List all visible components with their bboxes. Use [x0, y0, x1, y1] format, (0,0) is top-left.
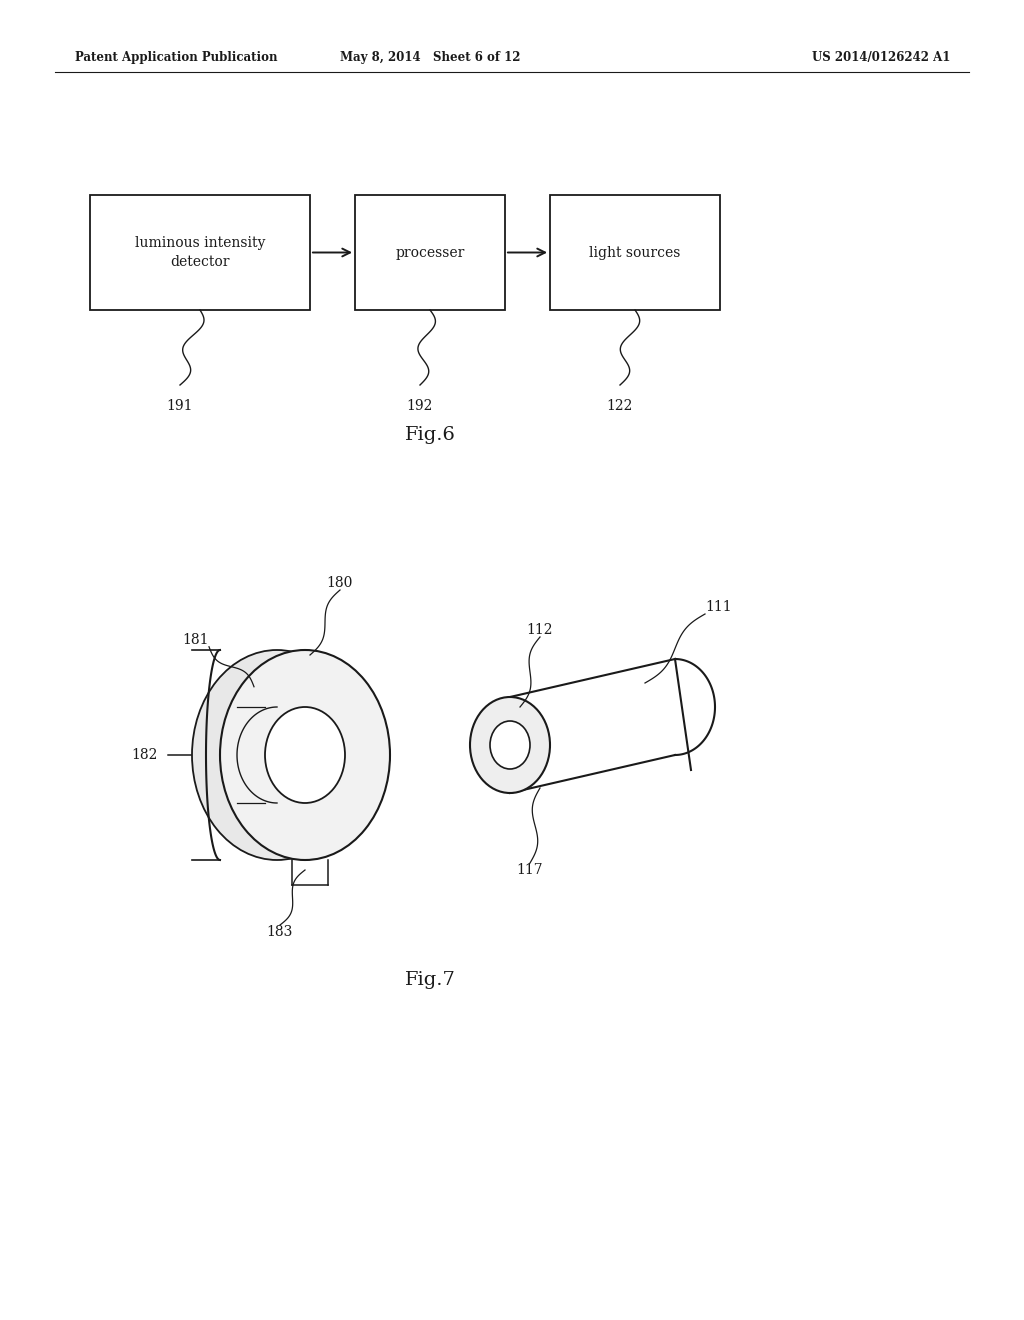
- Text: Fig.6: Fig.6: [404, 426, 456, 444]
- Text: 191: 191: [167, 399, 194, 413]
- Ellipse shape: [220, 649, 390, 861]
- Ellipse shape: [193, 649, 362, 861]
- Text: 122: 122: [607, 399, 633, 413]
- Text: light sources: light sources: [590, 246, 681, 260]
- Text: 182: 182: [132, 748, 158, 762]
- Text: 183: 183: [267, 925, 293, 939]
- Text: 180: 180: [327, 576, 353, 590]
- Text: Patent Application Publication: Patent Application Publication: [75, 51, 278, 65]
- Ellipse shape: [490, 721, 530, 770]
- Text: 112: 112: [526, 623, 553, 638]
- Text: 117: 117: [517, 863, 544, 876]
- Text: US 2014/0126242 A1: US 2014/0126242 A1: [812, 51, 950, 65]
- Bar: [550, 195, 720, 310]
- Text: May 8, 2014   Sheet 6 of 12: May 8, 2014 Sheet 6 of 12: [340, 51, 520, 65]
- Text: processer: processer: [395, 246, 465, 260]
- Bar: [355, 195, 505, 310]
- Bar: [90, 195, 310, 310]
- Text: 192: 192: [407, 399, 433, 413]
- Text: luminous intensity
detector: luminous intensity detector: [135, 236, 265, 269]
- Text: Fig.7: Fig.7: [404, 972, 456, 989]
- Ellipse shape: [265, 708, 345, 803]
- Text: 111: 111: [705, 601, 731, 614]
- Ellipse shape: [470, 697, 550, 793]
- Text: 181: 181: [182, 632, 209, 647]
